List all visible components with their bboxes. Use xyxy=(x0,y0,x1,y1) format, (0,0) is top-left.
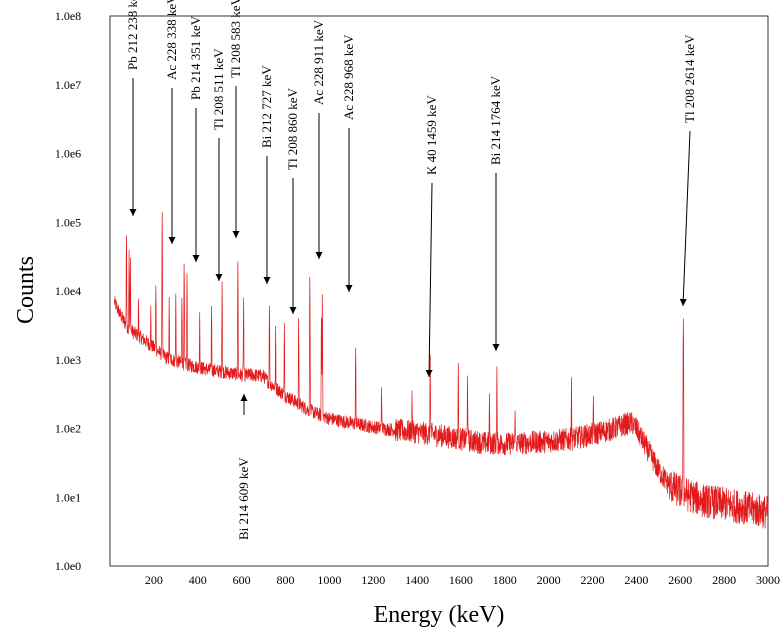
spectrum-line xyxy=(114,212,769,529)
peak-label: K 40 1459 keV xyxy=(424,95,439,175)
peak-label: Ac 228 338 keV xyxy=(164,0,179,80)
y-tick-label: 1.0e8 xyxy=(55,9,81,23)
x-tick-label: 400 xyxy=(189,573,207,587)
x-axis-title: Energy (keV) xyxy=(374,602,505,628)
peak-arrow-head xyxy=(345,285,353,292)
y-tick-label: 1.0e4 xyxy=(55,284,81,298)
peak-label: Tl 208 583 keV xyxy=(228,0,243,78)
peak-label: Tl 208 2614 keV xyxy=(682,34,697,123)
peak-arrow-head xyxy=(289,307,297,314)
spectrum-layer xyxy=(114,212,769,529)
annotation-layer: Pb 212 238 keV Ac 228 338 keV Pb 214 351 k… xyxy=(125,0,697,540)
x-tick-label: 2800 xyxy=(712,573,736,587)
peak-label: Ac 228 968 keV xyxy=(341,34,356,120)
peak-arrow-head xyxy=(215,274,223,281)
x-tick-label: 1800 xyxy=(493,573,517,587)
x-tick-label: 200 xyxy=(145,573,163,587)
peak-arrow-head xyxy=(168,237,176,244)
peak-arrow-head xyxy=(240,394,248,401)
peak-arrow-head xyxy=(263,277,271,284)
peak-label: Bi 214 1764 keV xyxy=(488,75,503,165)
y-tick-label: 1.0e0 xyxy=(55,559,81,573)
x-tick-label: 1200 xyxy=(361,573,385,587)
peak-arrow-head xyxy=(679,298,687,306)
x-tick-label: 3000 xyxy=(756,573,780,587)
y-tick-label: 1.0e2 xyxy=(55,422,81,436)
peak-label: Tl 208 511 keV xyxy=(211,48,226,130)
x-tick-label: 1400 xyxy=(405,573,429,587)
peak-label: Ac 228 911 keV xyxy=(311,19,326,105)
y-tick-label: 1.0e6 xyxy=(55,147,81,161)
x-tick-labels: 200 400 600 800 1000 1200 1400 1600 1800 2000 2200… xyxy=(145,573,780,587)
peak-label: Bi 212 727 keV xyxy=(259,65,274,148)
peak-arrow-head xyxy=(315,252,323,259)
x-tick-label: 1000 xyxy=(317,573,341,587)
peak-arrow-line xyxy=(428,182,433,378)
x-tick-label: 2400 xyxy=(624,573,648,587)
x-tick-label: 1600 xyxy=(449,573,473,587)
peak-label: Pb 212 238 keV xyxy=(125,0,140,70)
x-tick-label: 2200 xyxy=(581,573,605,587)
y-tick-label: 1.0e1 xyxy=(55,490,81,504)
x-tick-label: 600 xyxy=(233,573,251,587)
peak-label: Tl 208 860 keV xyxy=(285,87,300,170)
peak-arrow-head xyxy=(425,369,433,377)
y-tick-label: 1.0e5 xyxy=(55,215,81,229)
y-tick-label: 1.0e3 xyxy=(55,353,81,367)
y-tick-label: 1.0e7 xyxy=(55,78,81,92)
peak-arrow-head xyxy=(192,255,200,262)
peak-arrow-head xyxy=(129,209,137,216)
plot-frame xyxy=(109,15,769,567)
y-axis-title: Counts xyxy=(13,256,39,324)
peak-label: Pb 214 351 keV xyxy=(188,15,203,100)
y-tick-labels: 1.0e0 1.0e1 1.0e2 1.0e3 1.0e4 1.0e5 1.0e6 1.0e7… xyxy=(55,9,81,573)
peak-arrow-head xyxy=(232,231,240,238)
peak-arrow-line xyxy=(682,130,691,307)
peak-label: Bi 214 609 keV xyxy=(236,457,251,540)
x-tick-label: 2600 xyxy=(668,573,692,587)
x-tick-label: 2000 xyxy=(537,573,561,587)
peak-arrow-head xyxy=(492,344,500,351)
x-tick-label: 800 xyxy=(276,573,294,587)
